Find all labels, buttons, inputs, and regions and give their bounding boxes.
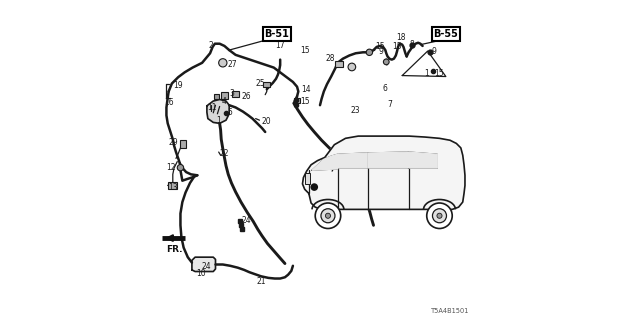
Text: 28: 28	[326, 53, 335, 62]
Bar	[221, 92, 228, 99]
Text: 17: 17	[275, 41, 285, 50]
Text: 15: 15	[300, 97, 310, 106]
Text: 6: 6	[382, 84, 387, 93]
Text: 20: 20	[261, 117, 271, 126]
Text: 24: 24	[202, 262, 211, 271]
Text: 27: 27	[228, 60, 237, 69]
Text: 19: 19	[173, 81, 183, 90]
Circle shape	[316, 203, 340, 228]
Text: 1: 1	[216, 116, 221, 125]
Text: 16: 16	[164, 98, 173, 107]
Text: 14: 14	[301, 85, 310, 94]
Text: 15: 15	[300, 45, 310, 55]
Polygon shape	[369, 152, 408, 168]
Circle shape	[383, 59, 389, 65]
Text: 18: 18	[396, 33, 405, 42]
Text: 22: 22	[220, 149, 229, 158]
Text: 9: 9	[379, 47, 384, 56]
Text: T5A4B1501: T5A4B1501	[431, 308, 470, 314]
Bar	[214, 94, 220, 100]
Text: 9: 9	[431, 47, 436, 56]
Text: 5: 5	[228, 108, 232, 117]
Circle shape	[219, 59, 227, 67]
Circle shape	[433, 209, 447, 223]
Bar	[180, 140, 186, 148]
Text: 10: 10	[196, 268, 205, 278]
Text: 4: 4	[221, 97, 226, 106]
Text: B-55: B-55	[433, 29, 458, 39]
Polygon shape	[408, 152, 437, 168]
Text: 24: 24	[242, 216, 252, 225]
Bar	[294, 98, 300, 103]
Text: 26: 26	[242, 92, 252, 101]
Polygon shape	[192, 257, 216, 271]
Circle shape	[325, 213, 330, 218]
Polygon shape	[339, 153, 367, 168]
Circle shape	[437, 213, 442, 218]
Text: 12: 12	[166, 164, 176, 172]
Text: 13: 13	[168, 183, 177, 192]
Text: 21: 21	[256, 277, 266, 286]
Text: 3: 3	[229, 89, 234, 98]
Text: B-51: B-51	[264, 29, 289, 39]
Circle shape	[321, 209, 335, 223]
Bar	[305, 173, 310, 184]
Text: 25: 25	[255, 79, 265, 88]
Bar	[335, 60, 343, 67]
Circle shape	[310, 183, 318, 191]
Text: 23: 23	[350, 106, 360, 115]
Text: 15: 15	[434, 69, 444, 78]
Text: 2: 2	[209, 41, 213, 50]
Bar	[232, 91, 239, 97]
Circle shape	[348, 63, 356, 71]
Text: 8: 8	[410, 40, 415, 49]
Text: 29: 29	[168, 138, 178, 147]
Bar	[168, 182, 177, 189]
Text: 11: 11	[207, 103, 216, 112]
Polygon shape	[312, 154, 337, 170]
Text: 1: 1	[424, 69, 429, 78]
Circle shape	[427, 203, 452, 228]
Polygon shape	[207, 100, 229, 123]
Text: 7: 7	[388, 100, 392, 109]
Bar	[263, 82, 270, 87]
Text: 15: 15	[393, 42, 403, 52]
Text: 15: 15	[375, 42, 385, 52]
Circle shape	[177, 164, 184, 171]
Text: FR.: FR.	[166, 245, 182, 254]
Polygon shape	[303, 136, 465, 209]
Circle shape	[366, 49, 372, 55]
